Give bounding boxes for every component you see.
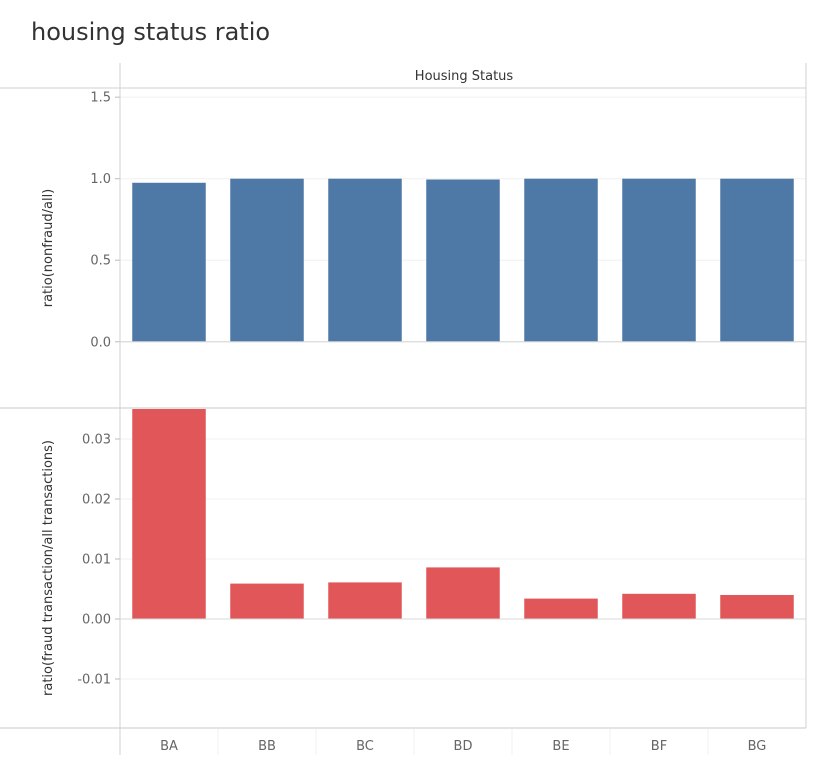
panel-2: -0.01 0.00 0.01 0.02 0.03 ratio(fraud transac… <box>41 409 806 696</box>
bar-bd[interactable] <box>426 567 500 619</box>
y-axis-title: ratio(nonfraud/all) <box>41 189 56 308</box>
x-tick-label: BF <box>651 739 667 754</box>
bar-bf[interactable] <box>622 593 696 619</box>
panel-1: 0.0 0.5 1.0 1.5 ratio(nonfraud/all) <box>41 91 806 350</box>
bar-bg[interactable] <box>720 178 794 342</box>
bar-be[interactable] <box>524 178 598 342</box>
y-tick-label: 1.5 <box>90 91 111 106</box>
column-header-label: Housing Status <box>415 69 514 84</box>
bar-bb[interactable] <box>230 583 304 619</box>
bar-bb[interactable] <box>230 178 304 342</box>
bar-bg[interactable] <box>720 595 794 619</box>
y-tick-label: 0.03 <box>82 433 111 448</box>
bar-ba[interactable] <box>132 182 206 342</box>
bar-ba[interactable] <box>132 409 206 619</box>
y-axis-title: ratio(fraud transaction/all transactions… <box>41 440 56 696</box>
bar-bd[interactable] <box>426 179 500 342</box>
x-tick-label: BC <box>356 739 374 754</box>
y-tick-label: -0.01 <box>77 673 111 688</box>
x-tick-label: BB <box>258 739 276 754</box>
bar-bf[interactable] <box>622 178 696 342</box>
y-tick-label: 0.00 <box>82 613 111 628</box>
y-tick-label: 0.0 <box>90 335 111 350</box>
x-tick-label: BE <box>552 739 569 754</box>
bar-be[interactable] <box>524 598 598 619</box>
chart-title: housing status ratio <box>31 18 271 46</box>
x-tick-label: BD <box>454 739 473 754</box>
y-tick-label: 0.02 <box>82 493 111 508</box>
bar-bc[interactable] <box>328 178 402 342</box>
y-tick-label: 0.5 <box>90 254 111 269</box>
bar-bc[interactable] <box>328 582 402 619</box>
x-tick-label: BA <box>160 739 178 754</box>
y-tick-label: 1.0 <box>90 172 111 187</box>
x-tick-label: BG <box>748 739 767 754</box>
y-tick-label: 0.01 <box>82 553 111 568</box>
